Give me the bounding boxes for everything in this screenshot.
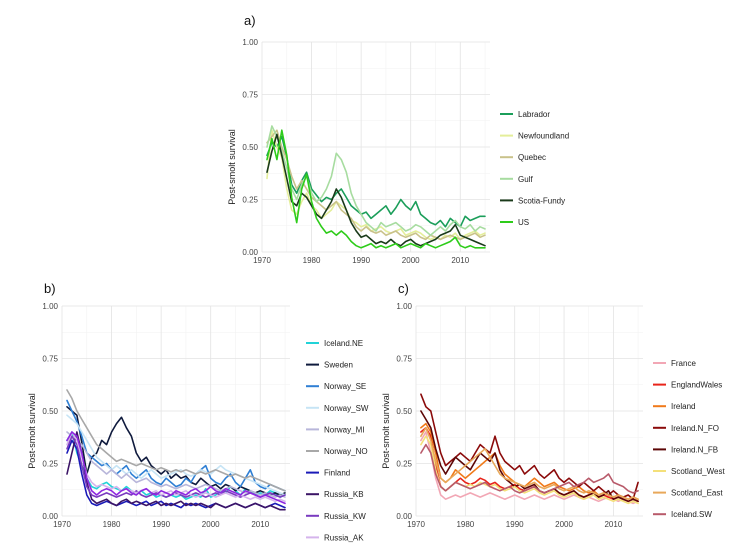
legend-label-russia-kw: Russia_KW <box>324 512 366 521</box>
y-axis-label: Post-smolt survival <box>27 393 37 469</box>
panel-a: a) 1970 1980 1990 2000 2010 0.00 0.25 0.50 0.75 1… <box>227 13 569 265</box>
series-line-scotia-fundy <box>266 133 486 247</box>
series-line-russia-ak <box>66 431 286 503</box>
series-line-ireland-n-fo <box>420 393 639 501</box>
x-tick-label: 2000 <box>555 520 573 529</box>
y-tick-label: 0.75 <box>242 91 258 100</box>
legend-label-russia-ak: Russia_AK <box>324 533 364 542</box>
legend-label-gulf: Gulf <box>518 175 533 184</box>
y-tick-label: 0.75 <box>42 355 58 364</box>
legend-label-norway-se: Norway_SE <box>324 382 366 391</box>
series-line-russia-kb <box>66 431 286 511</box>
y-tick-label: 0.25 <box>396 460 412 469</box>
legend-label-ireland-n-fb: Ireland.N_FB <box>671 445 718 454</box>
series-line-russia-kw <box>66 435 286 498</box>
legend-label-us: US <box>518 218 529 227</box>
y-tick-label: 0.00 <box>396 512 412 521</box>
legend-label-scotland-east: Scotland_East <box>671 489 723 498</box>
panel-b: b) 1970 1980 1990 2000 2010 0.00 0.25 0.50 0.75 1… <box>27 281 369 542</box>
y-tick-label: 0.00 <box>242 248 258 257</box>
legend-label-scotia-fundy: Scotia-Fundy <box>518 196 565 205</box>
legend-label-ireland-n-fo: Ireland.N_FO <box>671 424 719 433</box>
legend-label-labrador: Labrador <box>518 110 550 119</box>
legend-label-norway-sw: Norway_SW <box>324 404 369 413</box>
x-tick-label: 1980 <box>103 520 121 529</box>
x-tick-label: 1990 <box>152 520 170 529</box>
y-tick-label: 0.50 <box>396 407 412 416</box>
y-tick-label: 0.50 <box>242 143 258 152</box>
legend-label-ireland: Ireland <box>671 402 695 411</box>
series-line-russia-rp <box>66 431 286 505</box>
legend-label-newfoundland: Newfoundland <box>518 132 569 141</box>
legend-label-sweden: Sweden <box>324 361 353 370</box>
y-tick-label: 0.25 <box>42 460 58 469</box>
x-tick-label: 1980 <box>456 520 474 529</box>
panel-b-label: b) <box>44 281 56 296</box>
x-tick-label: 2010 <box>604 520 622 529</box>
series-line-iceland-sw <box>420 443 639 494</box>
series-line-norway-no <box>66 389 286 492</box>
x-tick-label: 2000 <box>402 256 420 265</box>
x-tick-label: 1980 <box>303 256 321 265</box>
panel-a-label: a) <box>244 13 256 28</box>
series-line-sweden <box>66 405 286 496</box>
x-tick-label: 1970 <box>53 520 71 529</box>
x-tick-label: 2010 <box>451 256 469 265</box>
series-line-norway-se <box>66 399 286 492</box>
x-tick-label: 2000 <box>202 520 220 529</box>
y-tick-label: 1.00 <box>396 302 412 311</box>
legend-label-norway-no: Norway_NO <box>324 447 368 456</box>
legend-label-scotland-west: Scotland_West <box>671 467 725 476</box>
x-tick-label: 1970 <box>407 520 425 529</box>
legend-label-iceland-ne: Iceland.NE <box>324 339 363 348</box>
legend-label-russia-kb: Russia_KB <box>324 490 364 499</box>
y-tick-label: 1.00 <box>242 38 258 47</box>
series-line-scotland-east <box>420 426 639 501</box>
panel-c: c) 1970 1980 1990 2000 2010 0.00 0.25 0.50 0.75 1… <box>381 281 725 529</box>
y-axis-label: Post-smolt survival <box>381 393 391 469</box>
y-tick-label: 0.25 <box>242 196 258 205</box>
series-line-france <box>420 431 639 505</box>
series-line-us <box>266 129 486 249</box>
series-line-norway-sw <box>66 414 286 496</box>
y-tick-label: 0.75 <box>396 355 412 364</box>
series-line-ireland-n-fb <box>420 410 639 503</box>
y-axis-label: Post-smolt survival <box>227 129 237 205</box>
series-line-labrador <box>266 135 486 228</box>
x-tick-label: 1990 <box>506 520 524 529</box>
x-tick-label: 1970 <box>253 256 271 265</box>
legend-label-france: France <box>671 359 696 368</box>
panel-c-label: c) <box>398 281 409 296</box>
y-tick-label: 0.00 <box>42 512 58 521</box>
legend-label-quebec: Quebec <box>518 153 546 162</box>
x-tick-label: 1990 <box>352 256 370 265</box>
x-tick-label: 2010 <box>251 520 269 529</box>
y-tick-label: 1.00 <box>42 302 58 311</box>
legend-label-norway-mi: Norway_MI <box>324 425 364 434</box>
y-tick-label: 0.50 <box>42 407 58 416</box>
legend-label-finland: Finland <box>324 469 350 478</box>
legend-label-englandwales: EnglandWales <box>671 381 722 390</box>
legend-label-iceland-sw: Iceland.SW <box>671 510 712 519</box>
